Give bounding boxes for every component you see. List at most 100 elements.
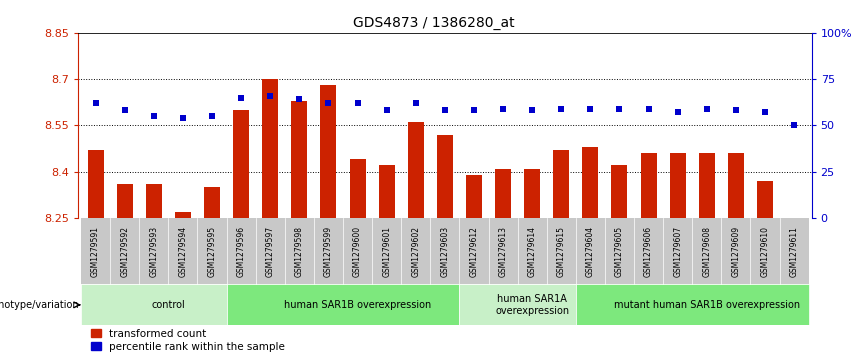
Text: GSM1279614: GSM1279614 [528,226,536,277]
Text: GSM1279593: GSM1279593 [149,226,158,277]
Point [671,109,685,115]
Point [379,107,393,113]
Text: GSM1279602: GSM1279602 [411,226,420,277]
FancyBboxPatch shape [663,218,693,285]
Text: GDS4873 / 1386280_at: GDS4873 / 1386280_at [353,16,515,30]
Text: GSM1279613: GSM1279613 [498,226,508,277]
FancyBboxPatch shape [343,218,372,285]
Text: human SAR1A
overexpression: human SAR1A overexpression [495,294,569,316]
Text: GSM1279607: GSM1279607 [674,226,682,277]
Point [729,107,743,113]
Text: GSM1279612: GSM1279612 [470,226,478,277]
FancyBboxPatch shape [139,218,168,285]
Point [89,100,102,106]
FancyBboxPatch shape [575,218,605,285]
Bar [553,150,569,218]
Bar [262,79,279,218]
Text: GSM1279599: GSM1279599 [324,226,333,277]
Text: GSM1279598: GSM1279598 [295,226,304,277]
Bar [459,285,575,325]
Text: GSM1279604: GSM1279604 [586,226,595,277]
FancyBboxPatch shape [547,218,575,285]
FancyBboxPatch shape [168,218,197,285]
FancyBboxPatch shape [721,218,751,285]
Bar [670,153,686,218]
Bar [728,153,744,218]
Bar [174,212,191,218]
Bar [641,153,656,218]
Point [205,113,219,119]
Bar [524,168,540,218]
Point [613,106,627,111]
Bar [204,187,220,218]
Point [409,100,423,106]
FancyBboxPatch shape [751,218,779,285]
FancyBboxPatch shape [372,218,401,285]
Point [467,107,481,113]
Point [496,106,510,111]
Point [321,100,335,106]
Point [118,107,132,113]
Bar [378,166,395,218]
Bar [81,285,227,325]
FancyBboxPatch shape [634,218,663,285]
FancyBboxPatch shape [693,218,721,285]
Point [176,115,190,121]
Point [147,113,161,119]
Bar [227,285,459,325]
FancyBboxPatch shape [605,218,634,285]
Point [437,107,451,113]
Text: GSM1279595: GSM1279595 [207,226,216,277]
FancyBboxPatch shape [431,218,459,285]
Bar [408,122,424,218]
Bar [582,147,598,218]
Text: GSM1279606: GSM1279606 [644,226,653,277]
Text: GSM1279611: GSM1279611 [790,226,799,277]
Text: GSM1279605: GSM1279605 [615,226,624,277]
Bar [292,101,307,218]
Text: GSM1279609: GSM1279609 [732,226,740,277]
Point [525,107,539,113]
FancyBboxPatch shape [314,218,343,285]
Text: GSM1279601: GSM1279601 [382,226,391,277]
Bar [350,159,365,218]
FancyBboxPatch shape [256,218,285,285]
Point [555,106,569,111]
Bar [146,184,161,218]
Bar [575,285,809,325]
Bar [116,184,133,218]
Point [700,106,713,111]
Text: GSM1279603: GSM1279603 [440,226,450,277]
Bar [611,166,628,218]
Bar [699,153,715,218]
Bar [757,181,773,218]
Text: genotype/variation: genotype/variation [0,300,79,310]
Text: GSM1279608: GSM1279608 [702,226,711,277]
Text: GSM1279610: GSM1279610 [760,226,770,277]
Bar [320,85,337,218]
Legend: transformed count, percentile rank within the sample: transformed count, percentile rank withi… [90,329,286,352]
FancyBboxPatch shape [459,218,489,285]
Text: GSM1279596: GSM1279596 [237,226,246,277]
Text: GSM1279594: GSM1279594 [179,226,187,277]
Text: GSM1279592: GSM1279592 [120,226,129,277]
Point [758,109,772,115]
Bar [233,110,249,218]
Text: GSM1279591: GSM1279591 [91,226,100,277]
Text: control: control [152,300,185,310]
FancyBboxPatch shape [285,218,314,285]
FancyBboxPatch shape [227,218,256,285]
Point [263,93,277,99]
Bar [495,168,511,218]
FancyBboxPatch shape [110,218,139,285]
FancyBboxPatch shape [489,218,517,285]
Bar [88,150,103,218]
Text: GSM1279597: GSM1279597 [266,226,274,277]
Point [234,95,248,101]
Bar [437,135,453,218]
Point [351,100,365,106]
Point [641,106,655,111]
FancyBboxPatch shape [81,218,110,285]
FancyBboxPatch shape [779,218,809,285]
Text: mutant human SAR1B overexpression: mutant human SAR1B overexpression [614,300,800,310]
